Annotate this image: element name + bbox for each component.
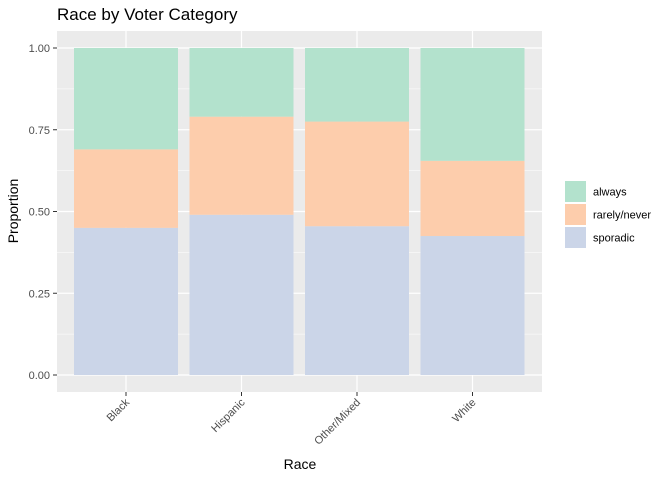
y-axis-title: Proportion <box>5 179 21 244</box>
y-tick-label: 0.25 <box>29 288 50 300</box>
bar-always-hispanic <box>189 48 294 117</box>
bar-sporadic-hispanic <box>189 214 294 375</box>
bar-always-black <box>74 48 178 150</box>
legend-label: rarely/never <box>593 210 651 222</box>
y-tick-label: 0.50 <box>29 207 50 219</box>
bars-group <box>74 48 525 375</box>
legend-label: always <box>593 187 627 199</box>
legend: always rarely/never sporadic <box>565 181 651 248</box>
bar-rarely-never-hispanic <box>189 116 294 215</box>
legend-key-sporadic <box>565 227 586 248</box>
y-tick-label: 1.00 <box>29 43 50 55</box>
bar-rarely-never-white <box>420 160 525 237</box>
bar-rarely-never-black <box>74 149 178 228</box>
legend-key-rarely-never <box>565 204 586 225</box>
x-axis: Black Hispanic Other/Mixed White <box>105 392 479 447</box>
legend-key-always <box>565 181 586 202</box>
legend-label: sporadic <box>593 233 635 245</box>
x-tick-label: Black <box>105 396 133 424</box>
y-tick-label: 0.75 <box>29 125 50 137</box>
bar-always-other-mixed <box>305 48 409 122</box>
y-axis: 0.00 0.25 0.50 0.75 1.00 <box>29 43 57 382</box>
chart-title: Race by Voter Category <box>57 5 238 24</box>
bar-sporadic-black <box>74 227 178 375</box>
x-tick-label: White <box>450 397 478 425</box>
x-tick-label: Other/Mixed <box>312 397 363 448</box>
x-tick-label: Hispanic <box>209 396 248 435</box>
bar-sporadic-white <box>420 236 525 375</box>
bar-sporadic-other-mixed <box>305 226 409 375</box>
bar-rarely-never-other-mixed <box>305 121 409 227</box>
x-axis-title: Race <box>284 456 317 472</box>
y-tick-label: 0.00 <box>29 370 50 382</box>
bar-always-white <box>420 48 525 161</box>
